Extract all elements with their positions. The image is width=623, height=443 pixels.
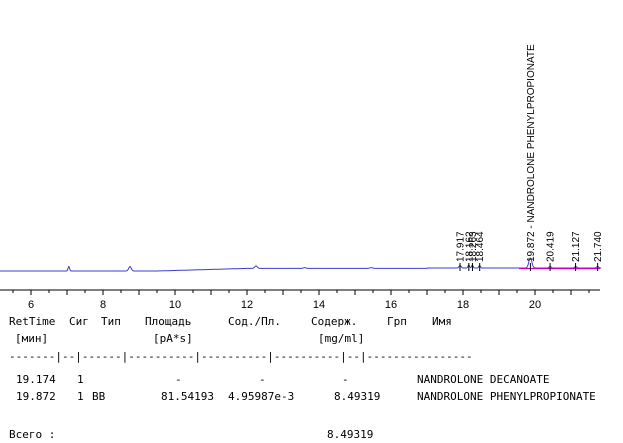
col-name-header: Имя	[432, 315, 452, 328]
report-header-row-1: RetTime Сиг Тип Площадь Сод./Пл. Содерж.…	[0, 313, 623, 330]
col-rettime-header: RetTime	[9, 315, 56, 328]
col-amt-area-header: Сод./Пл.	[228, 315, 281, 328]
col-area-header: Площадь	[145, 315, 192, 328]
peak-label: 18.162	[464, 231, 475, 262]
total-label: Всего :	[9, 428, 56, 441]
cell-area: 81.54193	[161, 390, 214, 403]
cell-area: -	[175, 373, 182, 386]
x-axis-tick-label: 6	[28, 299, 34, 310]
cell-amt-area: -	[259, 373, 266, 386]
report-separator: -------|--|------|----------|----------|…	[0, 348, 623, 365]
cell-signal: 1	[77, 373, 84, 386]
cell-rettime: 19.174	[16, 373, 56, 386]
x-axis-tick-label: 16	[385, 299, 397, 310]
col-type-header: Тип	[101, 315, 121, 328]
report-total-row: Всего : 8.49319	[0, 426, 623, 443]
cell-name: NANDROLONE DECANOATE	[417, 373, 550, 386]
signal-trace	[0, 257, 602, 272]
x-axis-tick-label: 10	[169, 299, 181, 310]
report-header-row-2: [мин] [pA*s] [mg/ml]	[0, 330, 623, 347]
table-row: 19.872 1 BB 81.54193 4.95987e-3 8.49319 …	[0, 388, 623, 405]
peak-label: 19.872 - NANDROLONE PHENYLPROPIONATE	[526, 44, 537, 262]
x-axis-ticks: 6 8 10 12 14 16 18 20	[12, 290, 590, 310]
separator-line: -------|--|------|----------|----------|…	[9, 350, 473, 363]
cell-amount: -	[342, 373, 349, 386]
peak-label: 21.127	[571, 231, 582, 262]
cell-rettime: 19.872	[16, 390, 56, 403]
cell-amount: 8.49319	[334, 390, 381, 403]
col-signal-header: Сиг	[69, 315, 89, 328]
x-axis-tick-label: 8	[100, 299, 106, 310]
x-axis-tick-label: 14	[313, 299, 325, 310]
integration-report: RetTime Сиг Тип Площадь Сод./Пл. Содерж.…	[0, 313, 623, 443]
col-amount-unit: [mg/ml]	[318, 332, 365, 345]
peak-label: 20.419	[546, 231, 557, 262]
table-row: 19.174 1 - - - NANDROLONE DECANOATE	[0, 371, 623, 388]
col-rettime-unit: [мин]	[15, 332, 49, 345]
cell-name: NANDROLONE PHENYLPROPIONATE	[417, 390, 596, 403]
col-amount-header: Содерж.	[311, 315, 358, 328]
peak-label: 17.917	[456, 231, 467, 262]
cell-signal: 1	[77, 390, 84, 403]
x-axis-tick-label: 18	[457, 299, 469, 310]
peak-label: 18.464	[475, 231, 486, 262]
total-value: 8.49319	[327, 428, 374, 441]
x-axis-tick-label: 20	[529, 299, 541, 310]
col-area-unit: [pA*s]	[153, 332, 193, 345]
x-axis-tick-label: 12	[241, 299, 253, 310]
peak-label: 18.263	[468, 231, 479, 262]
peak-label: 21.740	[593, 231, 604, 262]
col-group-header: Грп	[387, 315, 407, 328]
cell-amt-area: 4.95987e-3	[228, 390, 295, 403]
cell-type: BB	[92, 390, 106, 403]
